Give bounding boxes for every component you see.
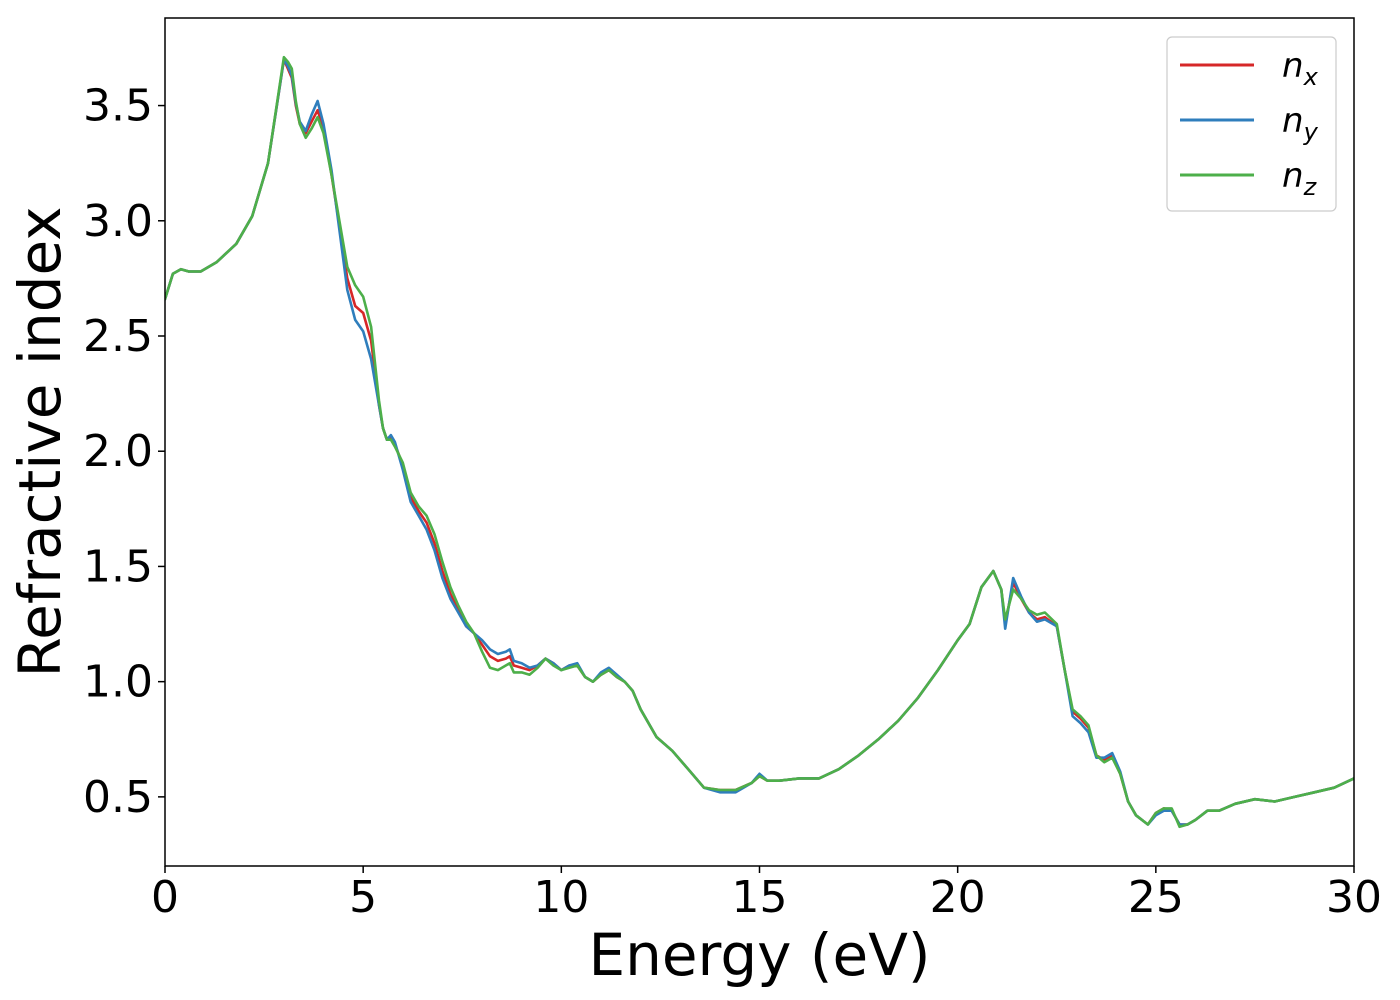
legend-label-nz: nz — [1282, 156, 1318, 201]
y-axis-ticks: 0.5 1.0 1.5 2.0 2.5 3.0 3.5 — [83, 81, 165, 823]
series-lines — [165, 55, 1354, 829]
y-tick-label: 0.5 — [83, 772, 153, 823]
y-axis-title: Refractive index — [6, 206, 74, 677]
x-tick-label: 20 — [930, 872, 986, 923]
x-tick-label: 10 — [533, 872, 589, 923]
legend: nx ny nz — [1166, 36, 1337, 212]
series-line-nz — [165, 55, 1354, 829]
y-tick-label: 3.0 — [83, 196, 153, 247]
x-tick-label: 0 — [151, 872, 179, 923]
legend-label-nx: nx — [1282, 46, 1319, 91]
y-tick-label: 3.5 — [83, 81, 153, 132]
x-axis-ticks: 0 5 10 15 20 25 30 — [151, 866, 1382, 923]
plot-area-frame — [164, 17, 1355, 867]
y-tick-label: 2.0 — [83, 426, 153, 477]
x-tick-label: 15 — [732, 872, 788, 923]
x-axis-title: Energy (eV) — [588, 921, 930, 989]
x-tick-label: 5 — [349, 872, 377, 923]
y-tick-label: 2.5 — [83, 311, 153, 362]
x-tick-label: 25 — [1128, 872, 1184, 923]
y-tick-label: 1.0 — [83, 657, 153, 708]
y-tick-label: 1.5 — [83, 541, 153, 592]
legend-label-ny: ny — [1282, 101, 1319, 146]
legend-box — [1166, 36, 1337, 212]
x-tick-label: 30 — [1326, 872, 1382, 923]
